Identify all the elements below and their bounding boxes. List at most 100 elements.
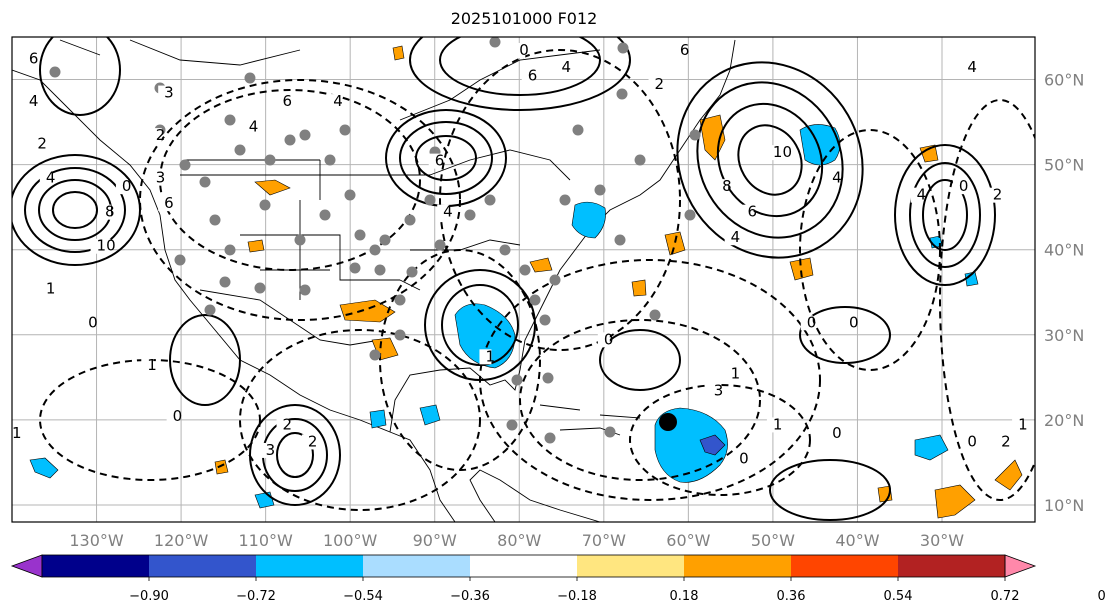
contour-label: 0: [832, 424, 842, 442]
contour-label: 3: [714, 381, 724, 399]
contour-label-bg: [910, 187, 923, 203]
contour-label-bg: [995, 434, 1008, 450]
contour-label-bg: [826, 425, 839, 441]
colorbar-tick-label: −0.36: [450, 589, 490, 604]
station-dot: [339, 124, 351, 136]
station-dot: [616, 88, 628, 100]
lon-tick-label: 60°W: [666, 531, 710, 550]
contour-label: 0: [807, 313, 817, 331]
contour-label-bg: [673, 43, 686, 59]
lon-tick-label: 100°W: [323, 531, 378, 550]
station-dot: [394, 329, 406, 341]
station-dot: [539, 314, 551, 326]
contour-label: 0: [739, 449, 749, 467]
contour-label: 2: [1001, 432, 1011, 450]
station-dot: [406, 266, 418, 278]
contour-label-bg: [724, 230, 737, 246]
station-dot: [224, 114, 236, 126]
colorbar-outline: [41, 554, 1006, 578]
station-dot: [244, 72, 256, 84]
lon-tick-label: 130°W: [69, 531, 124, 550]
station-dot: [394, 294, 406, 306]
station-dot: [259, 199, 271, 211]
lon-tick-label: 30°W: [920, 531, 964, 550]
contour-label-bg: [716, 179, 729, 195]
station-dot: [529, 294, 541, 306]
map-border: [11, 36, 1036, 523]
colorbar-extend-high: [1004, 554, 1037, 578]
map-title: 2025101000 F012: [450, 9, 598, 28]
contour-label-bg: [141, 357, 154, 373]
colorbar-bin: [898, 555, 1006, 577]
station-dot: [174, 254, 186, 266]
contour-label: 0: [88, 313, 98, 331]
contour-label: 6: [528, 67, 538, 85]
station-dot: [511, 374, 523, 386]
contour-label-bg: [1012, 417, 1025, 433]
contour-label-bg: [242, 119, 255, 135]
colorbar-bin: [577, 555, 685, 577]
contour-label: 4: [562, 58, 572, 76]
contour-label: 4: [731, 228, 741, 246]
lon-tick-label: 110°W: [238, 531, 293, 550]
colorbar-bin: [684, 555, 792, 577]
station-dot: [344, 189, 356, 201]
contour-label: 3: [164, 84, 174, 102]
station-dot: [219, 276, 231, 288]
station-dot: [649, 309, 661, 321]
contour-label-bg: [724, 366, 737, 382]
lat-tick-label: 40°N: [1044, 241, 1084, 260]
contour-label-bg: [158, 85, 171, 101]
contour-label: 1: [46, 279, 56, 297]
station-dot: [199, 176, 211, 188]
station-dot: [519, 264, 531, 276]
colorbar-tick-label: −0.18: [557, 589, 597, 604]
lat-tick-label: 30°N: [1044, 326, 1084, 345]
station-dot: [379, 234, 391, 246]
contour-label: 4: [832, 169, 842, 187]
contour-label-bg: [800, 315, 813, 331]
observation-points: [49, 37, 701, 444]
station-dot: [369, 244, 381, 256]
contour-label-bg: [766, 145, 787, 161]
station-dot: [604, 426, 616, 438]
lat-tick-label: 50°N: [1044, 156, 1084, 175]
contour-label-bg: [826, 170, 839, 186]
contour-label-bg: [149, 170, 162, 186]
lat-tick-label: 20°N: [1044, 411, 1084, 430]
contour-label-bg: [31, 136, 44, 152]
station-dot: [254, 282, 266, 294]
station-dot: [489, 37, 501, 48]
station-dot: [299, 129, 311, 141]
contour-label: 4: [29, 92, 39, 110]
contour-label: 4: [249, 118, 259, 136]
contour-label-bg: [149, 128, 162, 144]
contour-label: 1: [485, 347, 495, 365]
station-dot: [369, 349, 381, 361]
station-dot: [284, 134, 296, 146]
colorbar-tick-label: −0.90: [129, 589, 169, 604]
storm-center-marker: [659, 413, 677, 431]
station-dot: [294, 234, 306, 246]
contour-label: 8: [722, 177, 732, 195]
contour-label: 6: [680, 41, 690, 59]
station-dot: [299, 284, 311, 296]
contour-label: 2: [37, 135, 47, 153]
contour-label: 6: [29, 50, 39, 68]
contour-label-bg: [986, 187, 999, 203]
contour-label: 1: [731, 364, 741, 382]
contour-label-bg: [327, 94, 340, 110]
station-dot: [484, 194, 496, 206]
station-dot: [264, 154, 276, 166]
station-dot: [506, 419, 518, 431]
lon-tick-label: 90°W: [413, 531, 457, 550]
station-dot: [404, 214, 416, 226]
contour-label-bg: [648, 77, 661, 93]
contour-label: 8: [105, 203, 115, 221]
contour-label: 0: [173, 407, 183, 425]
contour-label-bg: [733, 451, 746, 467]
station-dot: [349, 262, 361, 274]
station-dot: [549, 274, 561, 286]
station-dot: [634, 154, 646, 166]
